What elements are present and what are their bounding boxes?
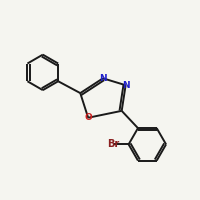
Text: Br: Br [107, 139, 119, 149]
Text: N: N [122, 81, 129, 90]
Text: O: O [84, 113, 92, 122]
Text: N: N [99, 74, 107, 83]
